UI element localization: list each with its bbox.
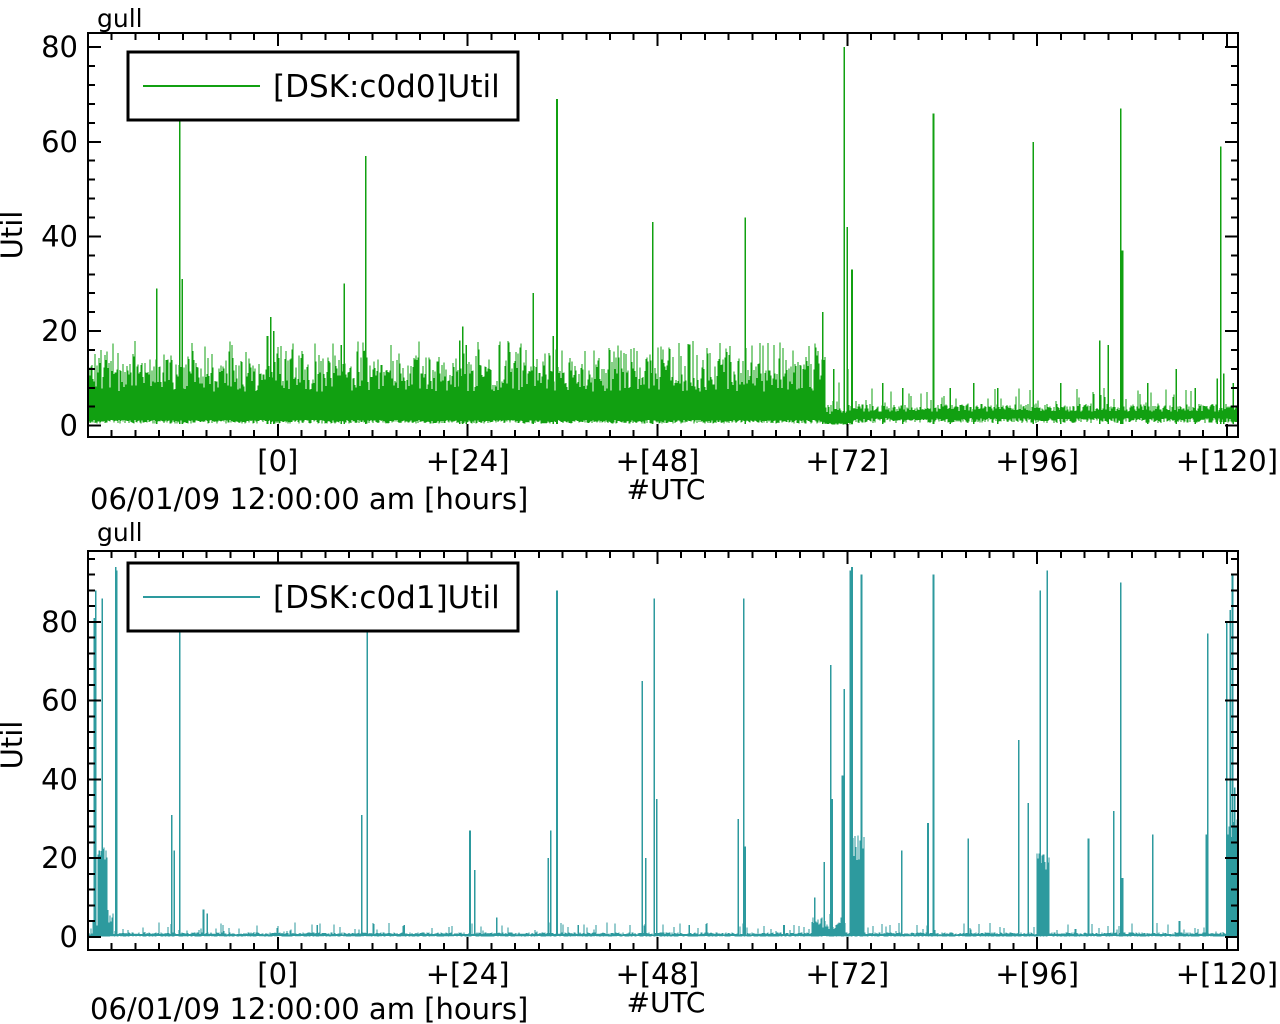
chart-title: gull xyxy=(97,4,143,33)
series-spikes xyxy=(93,566,1236,936)
y-tick-label: 20 xyxy=(41,314,78,348)
x-tick-label: +[96] xyxy=(995,957,1079,991)
y-tick-label: 80 xyxy=(41,30,78,64)
x-tick-label: +[120] xyxy=(1176,957,1278,991)
x-tick-label: +[48] xyxy=(616,957,700,991)
x-tick-label: +[96] xyxy=(995,444,1079,478)
x-tick-label: +[72] xyxy=(805,444,889,478)
y-tick-label: 60 xyxy=(41,684,78,718)
x-tick-label: +[48] xyxy=(616,444,700,478)
series-spikes xyxy=(156,47,1235,424)
legend-label: [DSK:c0d1]Util xyxy=(273,580,500,616)
axis-ticks xyxy=(88,33,1238,437)
x-tick-label: +[72] xyxy=(805,957,889,991)
utc-annotation: #UTC xyxy=(627,473,706,506)
y-tick-label: 0 xyxy=(60,920,78,954)
x-tick-label: +[24] xyxy=(426,957,510,991)
series-noise-band xyxy=(87,876,1238,937)
y-tick-label: 80 xyxy=(41,605,78,639)
y-axis-label: Util xyxy=(0,211,29,260)
plot-border xyxy=(87,32,1239,438)
legend-label: [DSK:c0d0]Util xyxy=(273,69,500,105)
y-tick-label: 0 xyxy=(60,409,78,443)
plot-border xyxy=(87,550,1239,951)
axis-ticks xyxy=(88,551,1238,950)
y-tick-label: 20 xyxy=(41,841,78,875)
x-tick-label: [0] xyxy=(257,444,298,478)
x-tick-label: +[120] xyxy=(1176,444,1278,478)
chart-title: gull xyxy=(97,518,143,547)
y-tick-label: 40 xyxy=(41,762,78,796)
y-axis-label: Util xyxy=(0,721,29,770)
y-tick-label: 60 xyxy=(41,125,78,159)
x-tick-label: [0] xyxy=(257,957,298,991)
series-plateau xyxy=(97,819,1239,936)
utc-annotation: #UTC xyxy=(627,986,706,1019)
x-axis-date-label: 06/01/09 12:00:00 am [hours] xyxy=(90,482,528,516)
y-tick-label: 40 xyxy=(41,219,78,253)
x-axis-date-label: 06/01/09 12:00:00 am [hours] xyxy=(90,992,528,1024)
x-tick-label: +[24] xyxy=(426,444,510,478)
